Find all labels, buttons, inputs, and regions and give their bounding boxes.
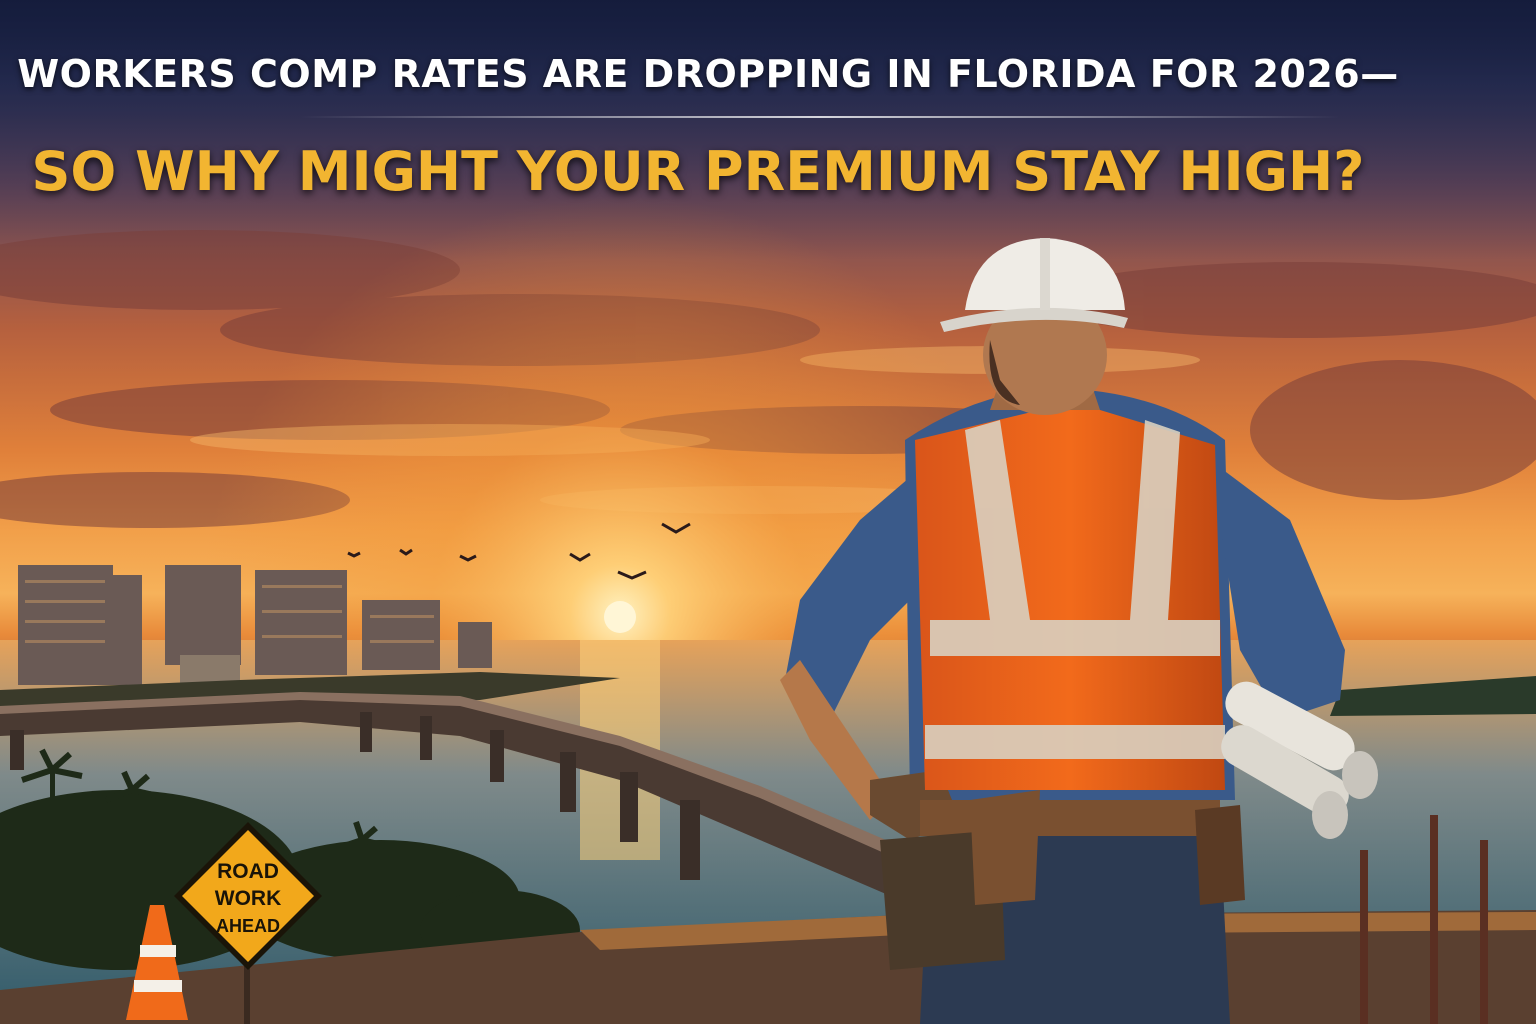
- sign-line-3: AHEAD: [216, 916, 280, 936]
- birds: [347, 522, 691, 580]
- rebar: [1360, 815, 1488, 1024]
- sign-line-1: ROAD: [217, 860, 279, 883]
- rolled-blueprints: [1221, 681, 1378, 839]
- bridge: [0, 692, 900, 900]
- headline-primary: WORKERS COMP RATES ARE DROPPING IN FLORI…: [17, 52, 1399, 96]
- city-skyline: [18, 565, 492, 685]
- traffic-cone: [126, 905, 188, 1020]
- construction-worker: [780, 238, 1378, 1024]
- headline-divider: [300, 116, 1340, 118]
- headline-accent: SO WHY MIGHT YOUR PREMIUM STAY HIGH?: [31, 140, 1365, 203]
- sun: [604, 601, 636, 633]
- sign-line-2: WORK: [215, 887, 282, 910]
- road-work-sign: ROAD WORK AHEAD: [174, 822, 322, 1024]
